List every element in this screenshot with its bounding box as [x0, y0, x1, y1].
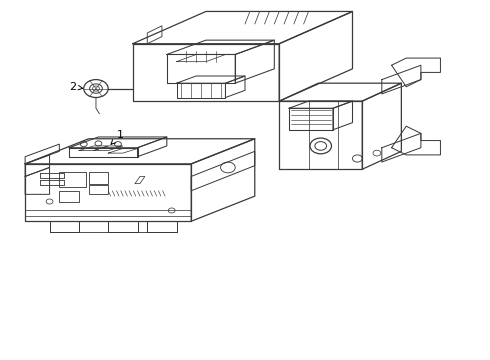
Bar: [89, 172, 108, 184]
Text: 2: 2: [70, 82, 83, 92]
Bar: [59, 191, 79, 202]
Bar: [89, 185, 108, 194]
Bar: [59, 172, 86, 187]
Text: 1: 1: [111, 130, 124, 144]
